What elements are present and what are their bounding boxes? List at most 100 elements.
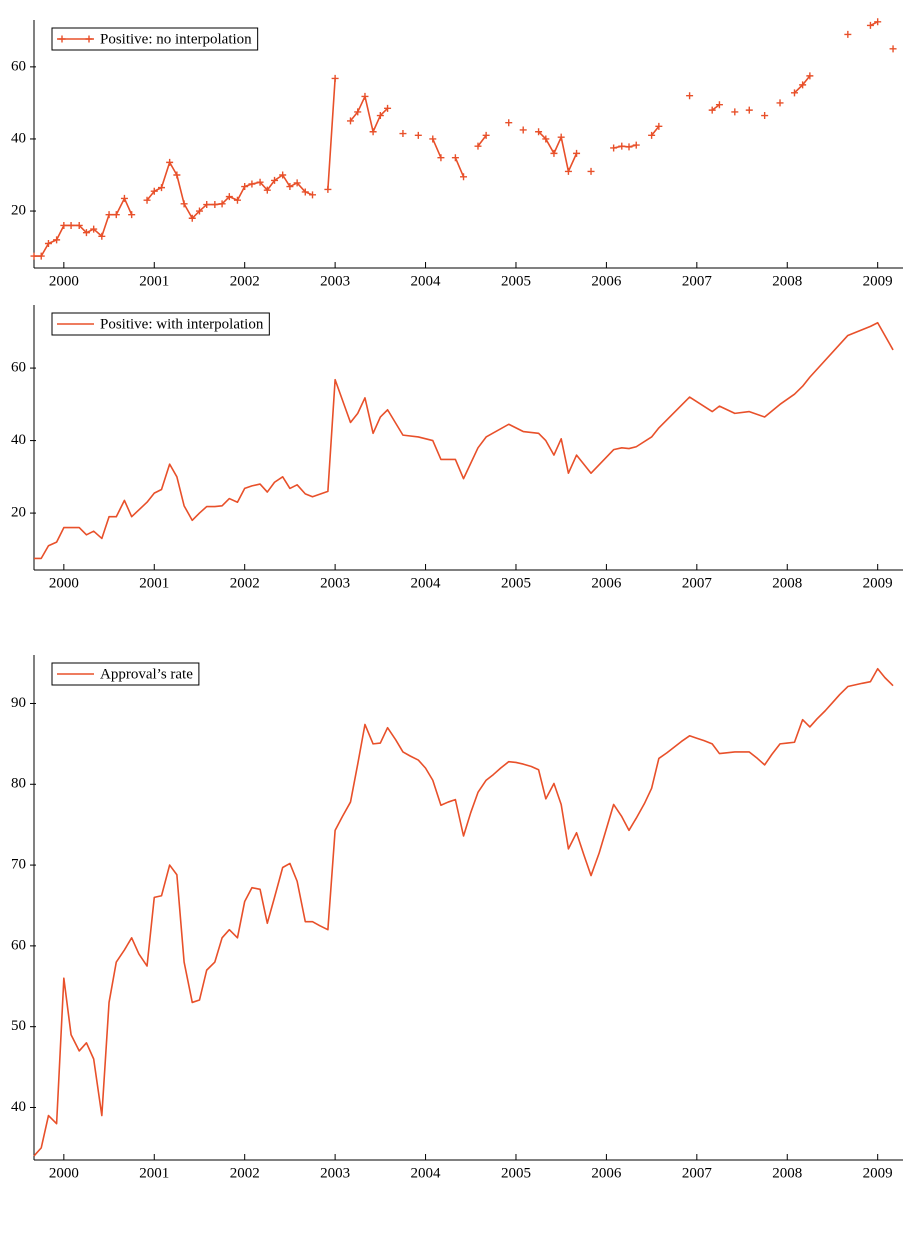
- point-marker: [279, 171, 287, 179]
- legend-label: Positive: no interpolation: [100, 31, 252, 47]
- x-tick-label: 2001: [139, 273, 169, 289]
- point-marker: [173, 171, 181, 179]
- panel: 2000 2001 2002 2003 2004 2005 2006 2007 2008 2009…: [11, 305, 903, 591]
- point-marker: [686, 92, 694, 100]
- point-marker: [376, 112, 384, 120]
- series-line: [33, 667, 894, 1157]
- point-marker: [354, 108, 362, 116]
- point-marker: [90, 225, 98, 233]
- legend-marker: [85, 35, 93, 43]
- y-tick-label: 40: [11, 1099, 26, 1115]
- point-marker: [271, 176, 279, 184]
- point-marker: [587, 167, 595, 175]
- x-tick-label: 2000: [49, 575, 79, 591]
- legend-label: Approval’s rate: [100, 666, 193, 682]
- point-marker: [30, 252, 38, 260]
- point-marker: [655, 122, 663, 130]
- point-marker: [399, 130, 407, 138]
- point-marker: [143, 196, 151, 204]
- point-marker: [776, 99, 784, 107]
- point-marker: [331, 74, 339, 82]
- point-marker: [799, 81, 807, 89]
- point-marker: [482, 131, 490, 139]
- y-tick-label: 20: [11, 505, 26, 521]
- x-tick-label: 2008: [772, 1165, 802, 1181]
- x-tick-label: 2003: [320, 1165, 350, 1181]
- point-marker: [384, 104, 392, 112]
- legend-marker: [58, 35, 66, 43]
- point-marker: [248, 180, 256, 188]
- x-tick-label: 2007: [682, 575, 713, 591]
- legend-box: [51, 662, 200, 686]
- point-marker: [166, 158, 174, 166]
- point-marker: [542, 135, 550, 143]
- x-tick-label: 2009: [863, 575, 893, 591]
- y-tick-label: 60: [11, 360, 26, 376]
- point-marker: [618, 142, 626, 150]
- point-marker: [301, 188, 309, 196]
- x-tick-label: 2004: [411, 575, 442, 591]
- point-marker: [369, 128, 377, 136]
- point-marker: [180, 200, 188, 208]
- point-marker: [715, 101, 723, 109]
- point-marker: [889, 45, 897, 53]
- point-marker: [535, 128, 543, 136]
- y-tick-label: 50: [11, 1018, 26, 1034]
- series-line: [34, 321, 894, 560]
- point-marker: [120, 194, 128, 202]
- x-tick-label: 2000: [49, 1165, 79, 1181]
- point-marker: [844, 30, 852, 38]
- y-tick-label: 40: [11, 130, 26, 146]
- x-tick-label: 2004: [411, 273, 442, 289]
- point-marker: [414, 131, 422, 139]
- point-marker: [451, 154, 459, 162]
- point-marker: [437, 154, 445, 162]
- point-marker: [519, 126, 527, 134]
- point-marker: [286, 183, 294, 191]
- x-tick-label: 2006: [591, 575, 622, 591]
- point-marker: [874, 18, 882, 26]
- point-marker: [429, 135, 437, 143]
- point-marker: [188, 214, 196, 222]
- point-marker: [731, 108, 739, 116]
- x-tick-label: 2007: [682, 273, 713, 289]
- x-tick-label: 2002: [230, 575, 260, 591]
- x-tick-label: 2003: [320, 273, 350, 289]
- point-marker: [203, 201, 211, 209]
- x-tick-label: 2006: [591, 1165, 622, 1181]
- x-tick-label: 2005: [501, 273, 531, 289]
- point-marker: [573, 149, 581, 157]
- point-marker: [195, 207, 203, 215]
- x-tick-label: 2002: [230, 273, 260, 289]
- x-tick-label: 2008: [772, 273, 802, 289]
- point-marker: [557, 133, 565, 141]
- x-tick-label: 2006: [591, 273, 622, 289]
- x-tick-label: 2009: [863, 1165, 893, 1181]
- point-marker: [263, 186, 271, 194]
- x-tick-label: 2005: [501, 575, 531, 591]
- point-marker: [158, 184, 166, 192]
- point-marker: [218, 200, 226, 208]
- point-marker: [625, 143, 633, 151]
- point-marker: [60, 221, 68, 229]
- point-marker: [256, 178, 264, 186]
- point-marker: [128, 211, 136, 219]
- point-marker: [105, 211, 113, 219]
- point-marker: [460, 173, 468, 181]
- x-tick-label: 2008: [772, 575, 802, 591]
- point-marker: [610, 144, 618, 152]
- point-marker: [233, 196, 241, 204]
- point-marker: [866, 21, 874, 29]
- point-marker: [241, 183, 249, 191]
- point-marker: [225, 193, 233, 201]
- y-tick-label: 60: [11, 58, 26, 74]
- x-tick-label: 2009: [863, 273, 893, 289]
- point-marker: [806, 72, 814, 80]
- point-marker: [346, 117, 354, 125]
- y-tick-label: 20: [11, 202, 26, 218]
- point-marker: [82, 229, 90, 237]
- x-tick-label: 2007: [682, 1165, 713, 1181]
- point-marker: [309, 191, 317, 199]
- y-tick-label: 60: [11, 937, 26, 953]
- y-tick-label: 80: [11, 776, 26, 792]
